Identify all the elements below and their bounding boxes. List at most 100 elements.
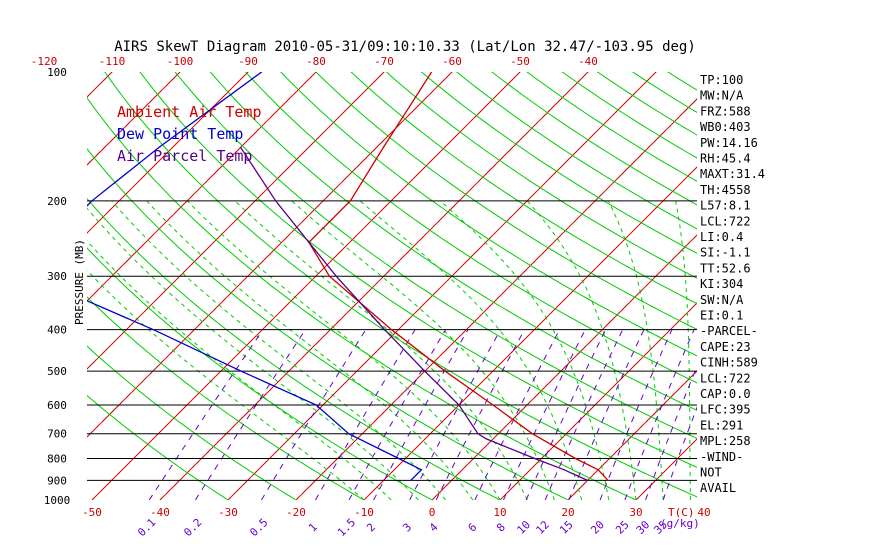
ambient-temp-point [492, 404, 494, 406]
dry-adiabat-line [385, 72, 697, 279]
index-label: TH:4558 [700, 183, 751, 197]
dewpoint-temp-point [261, 72, 263, 73]
mixing-ratio-tick-label: 0.1 [135, 516, 158, 539]
dewpoint-temp-point [315, 404, 317, 406]
index-label: CINH:589 [700, 356, 758, 370]
mixing-ratio-tick-label: 4 [427, 520, 441, 534]
parcel-temp-point [485, 438, 487, 440]
dry-adiabat-line [420, 72, 697, 254]
pressure-tick-label: 300 [47, 270, 67, 283]
index-label: LCL:722 [700, 214, 751, 228]
bottom-temp-tick-label: 0 [429, 506, 436, 519]
isotherm-line [87, 72, 317, 302]
mixing-ratio-tick-label: 15 [557, 518, 576, 537]
parcel-temp-point [240, 146, 242, 148]
dry-adiabat-line [456, 72, 697, 230]
bottom-temp-tick-label: -50 [82, 506, 102, 519]
dry-adiabat-line [491, 72, 697, 206]
pressure-tick-label: 100 [47, 66, 67, 79]
index-label: EL:291 [700, 418, 743, 432]
mixing-ratio-tick-label: 25 [613, 518, 632, 537]
index-label: LCL:722 [700, 371, 751, 385]
isotherm-line [831, 63, 870, 510]
isotherm-line [0, 63, 54, 510]
dry-adiabat-line [87, 96, 638, 500]
dry-adiabat-line [139, 72, 697, 468]
isotherm-line [159, 72, 589, 500]
index-label: CAPE:23 [700, 340, 751, 354]
index-label: TP:100 [700, 73, 743, 87]
parcel-temp-point [308, 241, 310, 243]
bottom-temp-tick-label: -10 [354, 506, 374, 519]
dry-adiabat-line [827, 63, 870, 510]
index-label: TT:52.6 [700, 261, 751, 275]
dry-adiabat-line [87, 394, 229, 500]
mixing-ratio-tick-label: 12 [533, 518, 552, 537]
legend-dew-point-temp: Dew Point Temp [117, 125, 243, 143]
ambient-temp-point [607, 479, 609, 481]
index-label: NOT [700, 466, 722, 480]
dewpoint-temp-point [152, 329, 155, 331]
dry-adiabat-line [209, 72, 697, 411]
moist-adiabat-line [359, 200, 583, 500]
legend-ambient-air-temp: Ambient Air Temp [117, 103, 262, 121]
mixing-ratio-line [348, 329, 446, 500]
ambient-temp-point [574, 457, 577, 460]
dewpoint-temp-point [410, 479, 412, 481]
dry-adiabat-line [280, 72, 697, 357]
mixing-ratio-tick-label: 6 [466, 521, 480, 535]
mixing-ratio-tick-label: 20 [588, 518, 607, 537]
dewpoint-temp-line [87, 72, 423, 481]
bottom-temp-tick-label: -30 [218, 506, 238, 519]
mixing-ratio-tick-label: 0.5 [247, 516, 270, 539]
moist-adiabat-line [291, 200, 555, 500]
bottom-temp-tick-label: -40 [150, 506, 170, 519]
mixing-ratio-line [544, 329, 624, 500]
pressure-tick-label: 400 [47, 324, 67, 337]
y-axis-label: PRESSURE (MB) [73, 239, 86, 325]
dewpoint-temp-point [348, 433, 350, 435]
bottom-temp-tick-label: 30 [629, 506, 642, 519]
dry-adiabat-line [174, 72, 697, 440]
dry-adiabat-line [526, 72, 697, 182]
isotherm-line [431, 234, 697, 500]
dewpoint-temp-point [420, 469, 422, 471]
dry-adiabat-line [87, 345, 297, 500]
mixing-ratio-tick-label: 2 [364, 521, 378, 535]
x-axis-label: T(C) [668, 506, 695, 519]
parcel-temp-point [384, 329, 386, 331]
dry-adiabat-line [315, 72, 697, 331]
isotherm-line [499, 302, 697, 500]
mixing-ratio-line [373, 329, 469, 500]
dewpoint-temp-point [240, 370, 242, 372]
top-temp-tick-label: -70 [374, 55, 394, 68]
mixing-ratio-tick-label: 10 [514, 518, 533, 537]
isotherm-line [295, 98, 697, 500]
isotherm-line [635, 438, 697, 500]
dewpoint-temp-point [91, 200, 93, 202]
dry-adiabat-line [87, 147, 570, 500]
parcel-temp-point [477, 433, 479, 435]
top-temp-tick-label: -100 [167, 55, 194, 68]
bottom-temp-tick-label: 20 [561, 506, 574, 519]
index-label: SI:-1.1 [700, 246, 751, 260]
pressure-tick-label: 200 [47, 195, 67, 208]
mixing-ratio-tick-label: 30 [634, 518, 653, 537]
top-temp-tick-label: -40 [578, 55, 598, 68]
pressure-tick-label: 900 [47, 474, 67, 487]
parcel-temp-point [335, 275, 337, 277]
parcel-temp-point [534, 457, 536, 460]
mixing-ratio-tick-label: 8 [494, 521, 508, 535]
index-label: MW:N/A [700, 89, 744, 103]
isotherm-line [91, 72, 521, 500]
legend-air-parcel-temp: Air Parcel Temp [117, 147, 252, 165]
sounding-profiles [87, 72, 609, 481]
parcel-temp-line [240, 147, 588, 481]
mixing-ratio-line [624, 329, 695, 500]
index-label: SW:N/A [700, 293, 744, 307]
ambient-temp-point [349, 200, 351, 202]
index-label: MAXT:31.4 [700, 167, 765, 181]
